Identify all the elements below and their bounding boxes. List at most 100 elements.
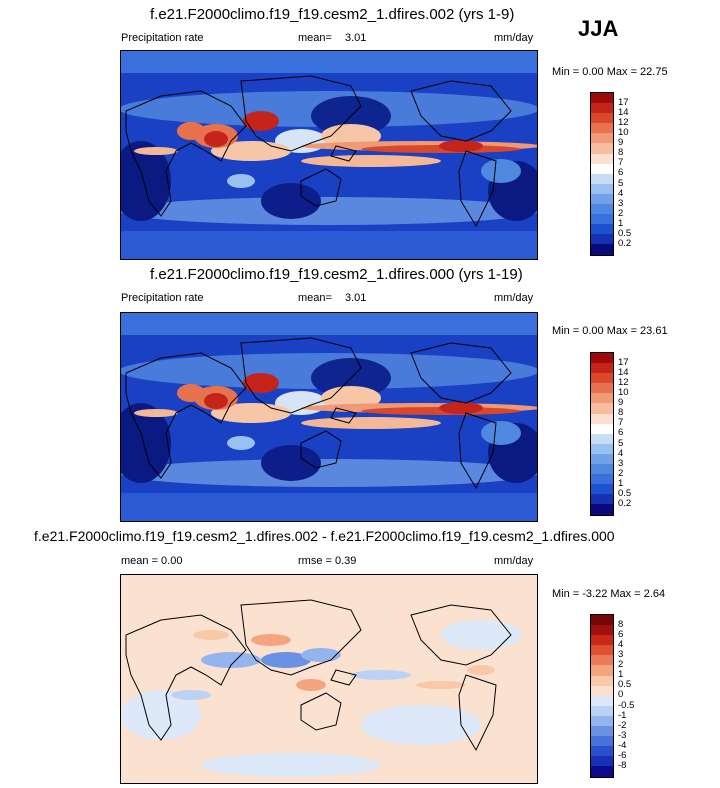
panel1-colorbar-tick: 4 bbox=[618, 188, 624, 199]
panel1-colorbar-bin bbox=[591, 133, 613, 144]
panel1-colorbar-tick: 5 bbox=[618, 178, 624, 189]
panel1-units: mm/day bbox=[494, 32, 534, 44]
panel3-units: mm/day bbox=[494, 555, 534, 567]
panel3-diff-map bbox=[120, 574, 538, 784]
panel3-colorbar-tick: -4 bbox=[618, 740, 627, 751]
panel2-colorbar-bin bbox=[591, 363, 613, 374]
panel2-colorbar-tick: 14 bbox=[618, 367, 629, 378]
panel1-colorbar-tick: 9 bbox=[618, 137, 624, 148]
panel1-title: f.e21.F2000climo.f19_f19.cesm2_1.dfires.… bbox=[150, 6, 515, 23]
panel2-colorbar-bin bbox=[591, 383, 613, 394]
panel3-colorbar-tick: -1 bbox=[618, 710, 627, 721]
panel2-colorbar-tick: 17 bbox=[618, 357, 629, 368]
panel1-colorbar-tick: 10 bbox=[618, 127, 629, 138]
panel3-colorbar-tick: -0.5 bbox=[618, 700, 635, 711]
panel3-colorbar-bin bbox=[591, 756, 613, 767]
panel2-colorbar-bin bbox=[591, 413, 613, 424]
panel2-colorbar-bin bbox=[591, 494, 613, 505]
panel1-colorbar-bin bbox=[591, 224, 613, 235]
panel3-colorbar-bin bbox=[591, 675, 613, 686]
panel2-colorbar-bin bbox=[591, 504, 613, 515]
panel1-colorbar-bin bbox=[591, 244, 613, 255]
panel2-colorbar-tick: 9 bbox=[618, 397, 624, 408]
panel2-colorbar-tick: 2 bbox=[618, 468, 624, 479]
panel1-colorbar-tick: 14 bbox=[618, 107, 629, 118]
panel3-colorbar-tick: -8 bbox=[618, 760, 627, 771]
panel2-colorbar-tick: 12 bbox=[618, 377, 629, 388]
season-label: JJA bbox=[578, 16, 619, 41]
panel1-colorbar-tick: 8 bbox=[618, 147, 624, 158]
panel1-colorbar-tick: 3 bbox=[618, 198, 624, 209]
panel3-colorbar-tick: 1 bbox=[618, 669, 624, 680]
panel2-colorbar-tick: 4 bbox=[618, 448, 624, 459]
panel3-colorbar-tick: 0 bbox=[618, 689, 624, 700]
panel1-colorbar-bin bbox=[591, 123, 613, 134]
panel3-title: f.e21.F2000climo.f19_f19.cesm2_1.dfires.… bbox=[34, 528, 615, 544]
panel2-precip-map bbox=[120, 312, 538, 522]
panel3-colorbar bbox=[590, 614, 614, 778]
panel2-colorbar-bin bbox=[591, 393, 613, 404]
panel3-colorbar-tick: -2 bbox=[618, 720, 627, 731]
panel2-colorbar-tick: 8 bbox=[618, 407, 624, 418]
panel2-colorbar-bin bbox=[591, 373, 613, 384]
panel3-colorbar-bin bbox=[591, 685, 613, 696]
panel3-colorbar-bin bbox=[591, 715, 613, 727]
panel1-mean-label: mean= bbox=[298, 32, 332, 44]
panel1-colorbar-tick: 6 bbox=[618, 167, 624, 178]
panel3-colorbar-bin bbox=[591, 705, 613, 716]
panel3-colorbar-bin bbox=[591, 665, 613, 676]
panel2-colorbar bbox=[590, 352, 614, 516]
panel1-colorbar-tick: 0.2 bbox=[618, 238, 632, 249]
panel2-minmax: Min = 0.00 Max = 23.61 bbox=[552, 325, 668, 337]
panel2-units: mm/day bbox=[494, 292, 534, 304]
panel3-colorbar-bin bbox=[591, 635, 613, 646]
panel2-colorbar-bin bbox=[591, 423, 613, 434]
panel1-colorbar-bin bbox=[591, 193, 613, 205]
panel3-colorbar-tick: 2 bbox=[618, 659, 624, 670]
panel3-colorbar-bin bbox=[591, 736, 613, 747]
panel1-map-svg bbox=[121, 51, 537, 259]
panel2-colorbar-tick: 10 bbox=[618, 387, 629, 398]
panel1-colorbar-tick: 1 bbox=[618, 218, 624, 229]
panel2-colorbar-tick: 3 bbox=[618, 458, 624, 469]
panel1-colorbar-bin bbox=[591, 93, 613, 104]
panel3-colorbar-bin bbox=[591, 766, 613, 777]
panel1-mean-value: 3.01 bbox=[345, 32, 367, 44]
panel1-colorbar-bin bbox=[591, 204, 613, 215]
panel3-colorbar-tick: 8 bbox=[618, 619, 624, 630]
panel3-colorbar-bin bbox=[591, 655, 613, 666]
panel1-colorbar-bin bbox=[591, 183, 613, 194]
panel3-colorbar-bin bbox=[591, 726, 613, 737]
panel2-colorbar-tick: 5 bbox=[618, 438, 624, 449]
panel1-colorbar-bin bbox=[591, 113, 613, 124]
panel2-title: f.e21.F2000climo.f19_f19.cesm2_1.dfires.… bbox=[150, 266, 523, 283]
panel2-colorbar-tick: 6 bbox=[618, 427, 624, 438]
panel1-colorbar-tick: 12 bbox=[618, 117, 629, 128]
panel2-colorbar-bin bbox=[591, 403, 613, 414]
panel1-colorbar-bin bbox=[591, 163, 613, 174]
panel3-colorbar-bin bbox=[591, 645, 613, 656]
panel1-colorbar-bin bbox=[591, 153, 613, 164]
panel2-colorbar-bin bbox=[591, 453, 613, 465]
panel2-colorbar-bin bbox=[591, 353, 613, 364]
panel3-colorbar-tick: -3 bbox=[618, 730, 627, 741]
panel2-colorbar-bin bbox=[591, 443, 613, 454]
panel3-colorbar-bin bbox=[591, 615, 613, 626]
panel2-colorbar-tick: 7 bbox=[618, 417, 624, 428]
panel2-colorbar-bin bbox=[591, 433, 613, 444]
panel2-colorbar-tick: 0.2 bbox=[618, 498, 632, 509]
panel3-colorbar-tick: 0.5 bbox=[618, 679, 632, 690]
panel1-colorbar bbox=[590, 92, 614, 256]
panel2-variable: Precipitation rate bbox=[121, 292, 204, 304]
panel1-colorbar-bin bbox=[591, 234, 613, 245]
panel2-colorbar-bin bbox=[591, 474, 613, 485]
panel1-precip-map bbox=[120, 50, 538, 260]
panel2-map-svg bbox=[121, 313, 537, 521]
panel1-colorbar-tick: 0.5 bbox=[618, 228, 632, 239]
panel3-colorbar-tick: 4 bbox=[618, 639, 624, 650]
panel3-colorbar-bin bbox=[591, 695, 613, 706]
panel1-colorbar-bin bbox=[591, 173, 613, 184]
panel1-colorbar-tick: 7 bbox=[618, 157, 624, 168]
panel2-mean-value: 3.01 bbox=[345, 292, 367, 304]
panel1-variable: Precipitation rate bbox=[121, 32, 204, 44]
